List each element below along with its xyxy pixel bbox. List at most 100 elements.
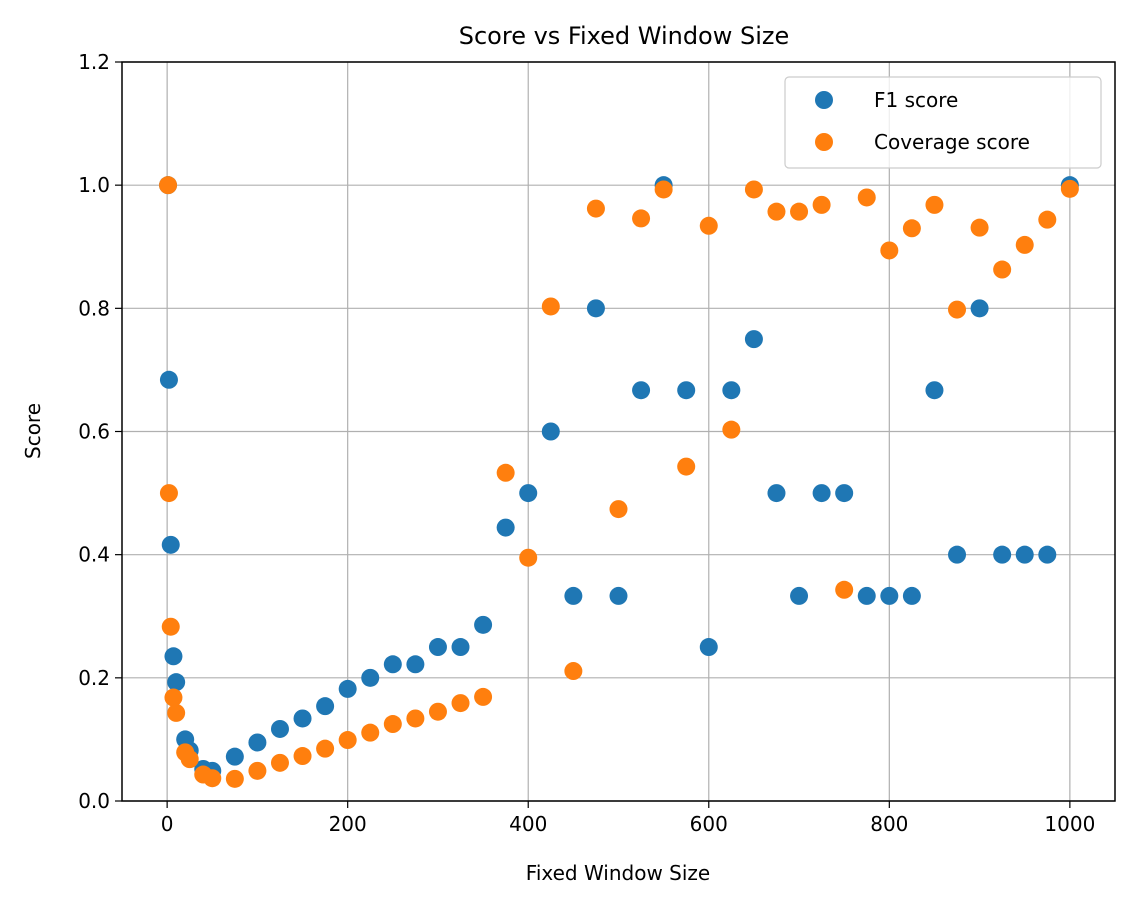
point-coverage — [225, 769, 244, 788]
point-coverage — [451, 694, 470, 713]
point-coverage — [744, 180, 763, 199]
y-tick-label: 0.4 — [78, 543, 110, 567]
point-f1 — [159, 370, 178, 389]
point-f1 — [496, 518, 515, 537]
point-f1 — [316, 697, 335, 716]
plot-points — [159, 176, 1079, 788]
point-coverage — [790, 202, 809, 221]
point-coverage — [857, 188, 876, 207]
legend-label-coverage: Coverage score — [874, 130, 1030, 154]
point-coverage — [1015, 235, 1034, 254]
point-f1 — [767, 484, 786, 503]
point-f1 — [361, 668, 380, 687]
point-coverage — [159, 484, 178, 503]
point-coverage — [948, 300, 967, 319]
point-coverage — [180, 750, 199, 769]
point-coverage — [632, 209, 651, 228]
point-f1 — [164, 647, 183, 666]
x-tick-label: 200 — [329, 812, 367, 836]
y-tick-label: 1.2 — [78, 50, 110, 74]
point-f1 — [1038, 545, 1057, 564]
point-f1 — [248, 733, 267, 752]
point-coverage — [428, 702, 447, 721]
point-coverage — [1038, 210, 1057, 229]
point-coverage — [722, 420, 741, 439]
point-coverage — [609, 500, 628, 519]
point-f1 — [632, 381, 651, 400]
point-f1 — [564, 586, 583, 605]
point-f1 — [451, 638, 470, 657]
point-coverage — [159, 176, 178, 195]
x-tick-label: 800 — [870, 812, 908, 836]
point-coverage — [383, 715, 402, 734]
y-tick-label: 0.2 — [78, 666, 110, 690]
y-tick-label: 0.0 — [78, 789, 110, 813]
point-coverage — [541, 297, 560, 316]
point-f1 — [293, 709, 312, 728]
point-coverage — [970, 218, 989, 237]
x-tick-label: 1000 — [1044, 812, 1095, 836]
point-coverage — [248, 761, 267, 780]
point-coverage — [767, 202, 786, 221]
point-coverage — [654, 180, 673, 199]
x-tick-label: 600 — [690, 812, 728, 836]
point-f1 — [383, 655, 402, 674]
point-coverage — [167, 703, 186, 722]
point-f1 — [835, 484, 854, 503]
point-f1 — [857, 586, 876, 605]
axis-ticks: 0 200 400 600 800 1000 0.0 0.2 0.4 0.6 0.8 1.0 1.2 — [78, 50, 1095, 836]
point-f1 — [925, 381, 944, 400]
point-coverage — [293, 747, 312, 766]
point-f1 — [161, 535, 180, 554]
point-f1 — [428, 638, 447, 657]
x-tick-label: 0 — [161, 812, 174, 836]
point-f1 — [270, 719, 289, 738]
point-coverage — [164, 688, 183, 707]
point-coverage — [519, 548, 538, 567]
point-f1 — [948, 545, 967, 564]
point-f1 — [586, 299, 605, 318]
x-tick-label: 400 — [509, 812, 547, 836]
point-f1 — [541, 422, 560, 441]
x-axis-label: Fixed Window Size — [526, 861, 710, 885]
legend-label-f1: F1 score — [874, 88, 958, 112]
point-f1 — [970, 299, 989, 318]
point-coverage — [203, 769, 222, 788]
point-coverage — [677, 457, 696, 476]
y-axis-label: Score — [21, 403, 45, 459]
point-f1 — [1015, 545, 1034, 564]
point-f1 — [474, 615, 493, 634]
point-coverage — [835, 580, 854, 599]
y-tick-label: 0.8 — [78, 296, 110, 320]
point-coverage — [699, 216, 718, 235]
y-tick-label: 1.0 — [78, 173, 110, 197]
point-coverage — [474, 687, 493, 706]
point-coverage — [564, 662, 583, 681]
point-coverage — [161, 617, 180, 636]
point-coverage — [880, 241, 899, 260]
point-f1 — [722, 381, 741, 400]
point-f1 — [699, 638, 718, 657]
point-f1 — [993, 545, 1012, 564]
point-coverage — [361, 723, 380, 742]
point-coverage — [496, 463, 515, 482]
point-f1 — [167, 673, 186, 692]
point-coverage — [925, 195, 944, 214]
y-tick-label: 0.6 — [78, 420, 110, 444]
legend: F1 score Coverage score — [784, 76, 1102, 169]
point-coverage — [902, 219, 921, 238]
point-f1 — [902, 586, 921, 605]
legend-box — [784, 76, 1102, 169]
point-coverage — [1060, 179, 1079, 198]
point-coverage — [406, 709, 425, 728]
point-coverage — [270, 753, 289, 772]
point-f1 — [812, 484, 831, 503]
point-f1 — [677, 381, 696, 400]
point-f1 — [225, 747, 244, 766]
point-f1 — [744, 330, 763, 349]
point-coverage — [586, 199, 605, 218]
point-f1 — [406, 655, 425, 674]
chart-title: Score vs Fixed Window Size — [459, 22, 790, 50]
legend-marker-coverage — [815, 133, 833, 151]
